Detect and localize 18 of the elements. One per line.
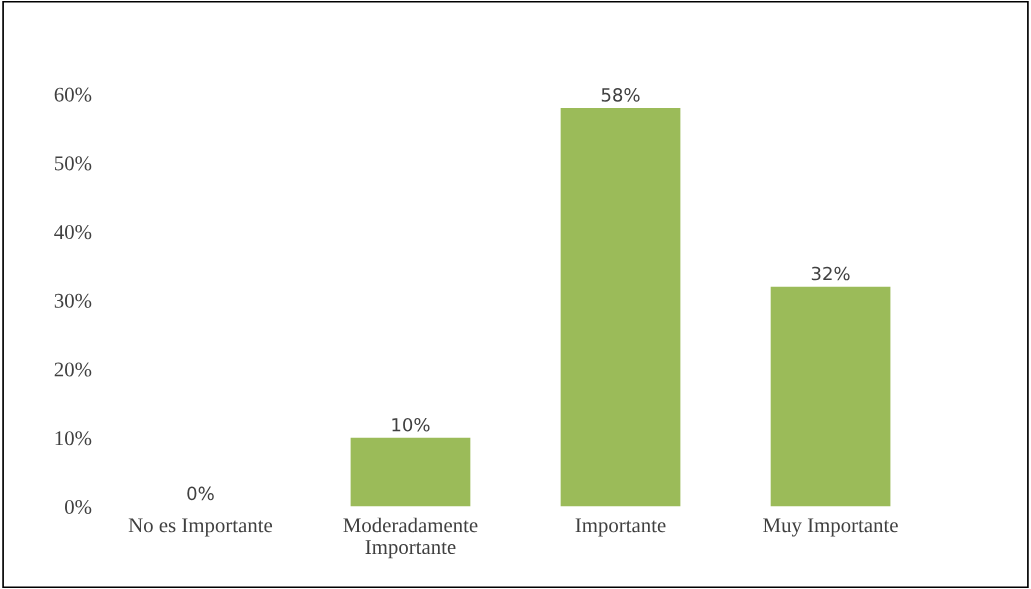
y-tick-label: 30% [54,293,92,308]
x-tick-label: Muy Importante [763,518,898,537]
x-tick-label: Moderadamente Importante [343,517,478,559]
x-tick-label: No es Importante [128,518,273,537]
y-tick-label: 60% [54,87,92,102]
data-label: 32% [811,266,850,281]
x-tick-label: Importante [575,518,666,537]
data-label: 0% [187,486,214,501]
data-label: 10% [392,417,430,432]
y-tick-label: 20% [54,362,92,377]
y-tick-label: 50% [55,156,92,171]
y-tick-label: 0% [65,499,92,515]
bar [560,107,681,507]
y-tick-label: 40% [54,225,92,240]
y-tick-label: 10% [55,431,92,446]
data-label: 58% [601,88,640,102]
bar [350,437,471,507]
bar [770,286,891,507]
